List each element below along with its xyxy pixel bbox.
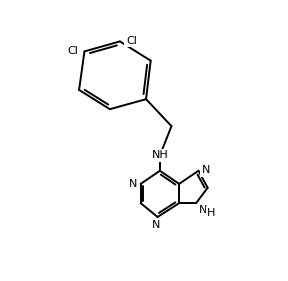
Text: N: N (129, 179, 138, 189)
Text: H: H (207, 208, 215, 218)
Text: Cl: Cl (67, 46, 78, 56)
Text: N: N (199, 205, 208, 215)
Text: NH: NH (151, 150, 168, 160)
Text: Cl: Cl (126, 36, 137, 46)
Text: N: N (152, 220, 160, 230)
Text: N: N (202, 165, 210, 175)
